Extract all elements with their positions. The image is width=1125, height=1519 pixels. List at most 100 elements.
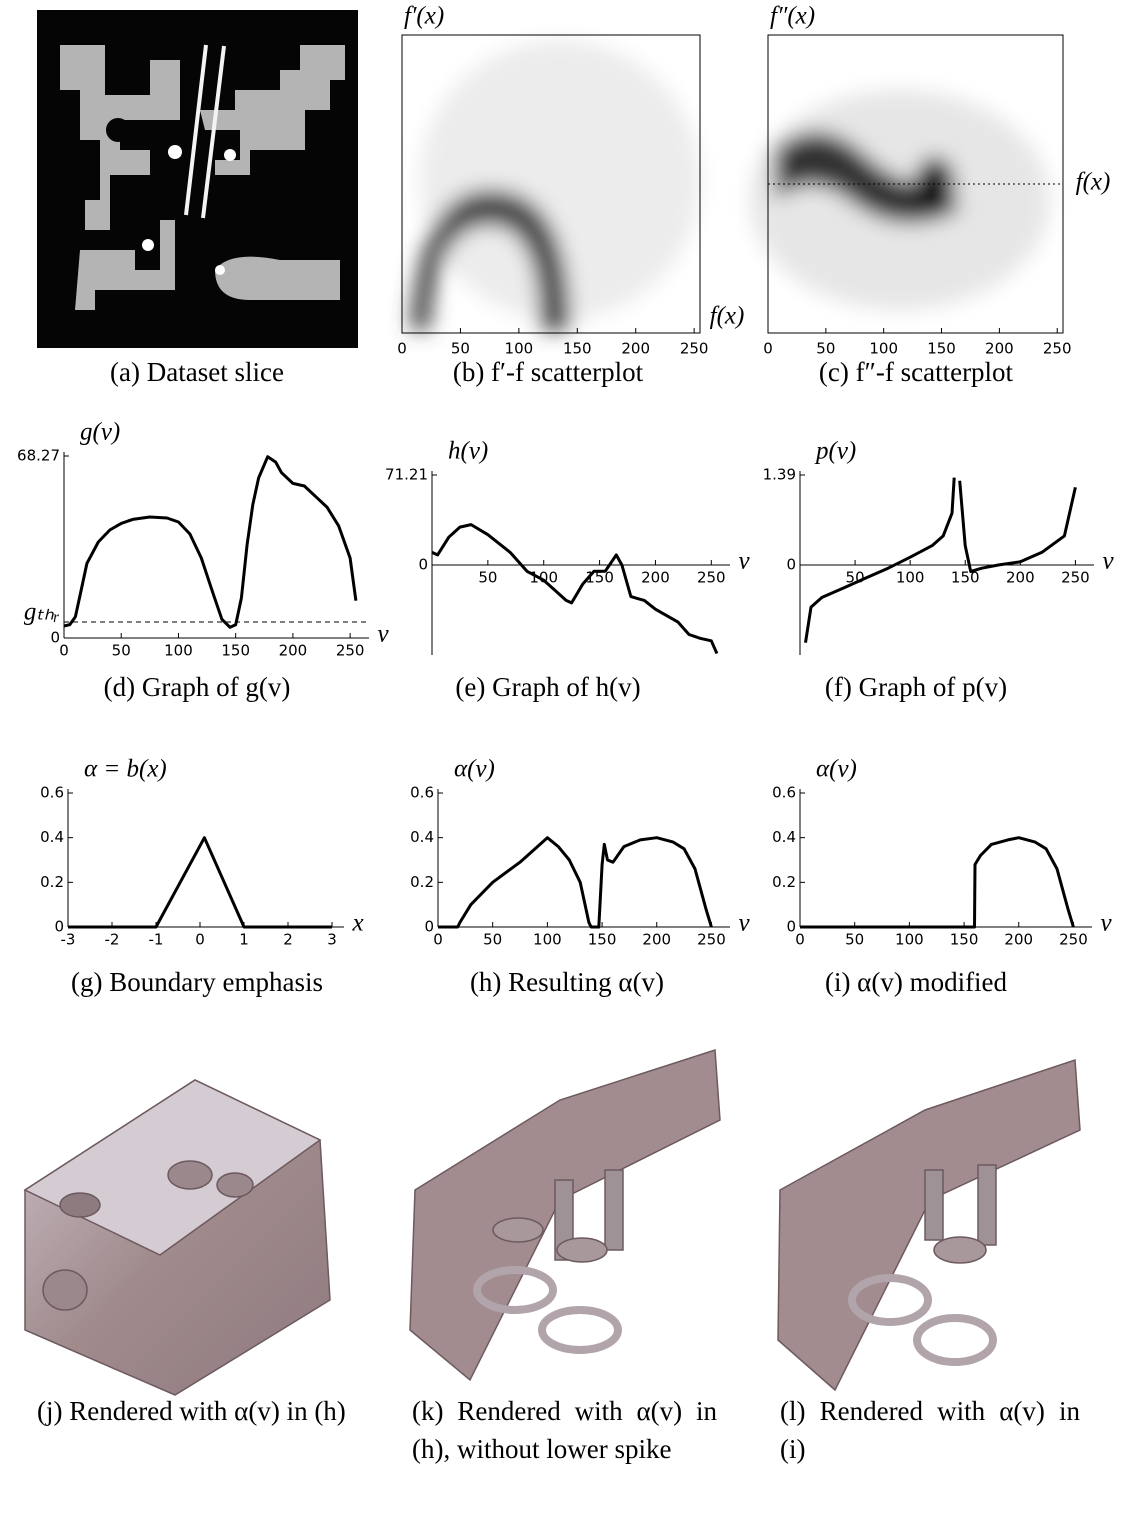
x-tick-label: 250 (697, 931, 726, 949)
x-tick-label: -1 (149, 931, 164, 949)
x-tick-label: 250 (1061, 569, 1090, 587)
caption: (i) α(v) modified (825, 967, 1008, 997)
y-axis-label: h(v) (448, 438, 488, 465)
curve (68, 836, 332, 929)
x-tick-label: 0 (763, 340, 773, 358)
x-tick-label: 50 (112, 642, 131, 660)
dataset-slice (37, 10, 358, 348)
y-axis-label: f″(x) (770, 3, 815, 30)
x-tick-label: 150 (950, 931, 979, 949)
caption: (b) f′-f scatterplot (453, 357, 644, 387)
x-tick-label: 150 (563, 340, 592, 358)
x-tick-label: 250 (1059, 931, 1088, 949)
x-tick-label: 250 (336, 642, 365, 660)
x-tick-label: 2 (283, 931, 293, 949)
x-tick-label: 150 (221, 642, 250, 660)
x-tick-label: 200 (621, 340, 650, 358)
curve (804, 477, 1077, 643)
y-axis-label: α(v) (454, 756, 495, 783)
y-axis-label: f′(x) (404, 3, 444, 30)
x-axis-label: v (738, 910, 750, 937)
y-tick-label: 71.21 (385, 466, 428, 484)
y-axis-label: α(v) (816, 756, 857, 783)
y-tick-label: 0 (786, 556, 796, 574)
x-tick-label: 250 (680, 340, 709, 358)
y-axis-label: α = b(x) (84, 756, 167, 783)
caption: (k) Rendered with α(v) in (h), without l… (412, 1396, 717, 1464)
x-tick-label: 100 (895, 931, 924, 949)
y-tick-label: 1.39 (763, 466, 796, 484)
curve (800, 836, 1075, 929)
curve (438, 836, 713, 929)
x-tick-label: 100 (505, 340, 534, 358)
x-tick-label: 0 (59, 642, 69, 660)
x-tick-label: 50 (478, 569, 497, 587)
density-cloud (410, 40, 1050, 330)
x-tick-label: 50 (483, 931, 502, 949)
y-tick-label: 0.4 (410, 828, 434, 846)
x-axis-label: f(x) (710, 303, 745, 330)
y-tick-label: 0.6 (772, 784, 796, 802)
caption: (d) Graph of g(v) (104, 672, 291, 702)
x-axis-label: v (1102, 548, 1114, 575)
x-axis-label: v (1100, 910, 1112, 937)
x-axis-label: x (351, 910, 363, 937)
x-tick-label: 3 (327, 931, 337, 949)
y-axis-label: g(v) (80, 419, 120, 446)
x-tick-label: 200 (1006, 569, 1035, 587)
render-l (777, 1058, 1081, 1392)
caption: (c) f″-f scatterplot (819, 357, 1014, 387)
x-tick-label: 0 (433, 931, 443, 949)
caption: (h) Resulting α(v) (470, 967, 664, 997)
y-tick-label: 0.6 (40, 784, 64, 802)
x-tick-label: 150 (927, 340, 956, 358)
x-tick-label: 100 (896, 569, 925, 587)
curve (63, 455, 358, 629)
y-tick-label: 68.27 (17, 447, 60, 465)
caption: (g) Boundary emphasis (71, 967, 323, 997)
x-tick-label: 150 (951, 569, 980, 587)
x-tick-label: 100 (529, 569, 558, 587)
x-tick-label: 100 (869, 340, 898, 358)
render-k (409, 1048, 721, 1382)
x-axis-label: f(x) (1076, 169, 1111, 196)
x-tick-label: 200 (642, 931, 671, 949)
y-axis-label: p(v) (814, 438, 856, 465)
y-tick-label: 0.2 (40, 873, 64, 891)
x-tick-label: -2 (105, 931, 120, 949)
x-tick-label: 0 (195, 931, 205, 949)
x-tick-label: 200 (985, 340, 1014, 358)
y-tick-label: 0.4 (772, 828, 796, 846)
x-tick-label: 100 (533, 931, 562, 949)
x-tick-label: 250 (697, 569, 726, 587)
caption: (e) Graph of h(v) (455, 672, 640, 702)
y-tick-label: 0 (418, 556, 428, 574)
curve (431, 523, 719, 655)
x-tick-label: 250 (1043, 340, 1072, 358)
y-tick-label: 0.2 (772, 873, 796, 891)
render-j (23, 1079, 331, 1396)
x-tick-label: 200 (641, 569, 670, 587)
y-tick-label: 0 (50, 629, 60, 647)
x-tick-label: 0 (397, 340, 407, 358)
x-tick-label: 50 (816, 340, 835, 358)
x-axis-label: v (377, 621, 389, 648)
x-tick-label: 50 (845, 931, 864, 949)
y-tick-label: 0.4 (40, 828, 64, 846)
threshold-label: gₜₕᵣ (24, 599, 60, 626)
x-tick-label: 50 (451, 340, 470, 358)
x-tick-label: 200 (279, 642, 308, 660)
y-tick-label: 0 (54, 918, 64, 936)
x-tick-label: 100 (164, 642, 193, 660)
caption: (l) Rendered with α(v) in (i) (780, 1396, 1080, 1464)
y-tick-label: 0 (786, 918, 796, 936)
x-tick-label: 1 (239, 931, 249, 949)
x-axis-label: v (738, 548, 750, 575)
y-tick-label: 0 (424, 918, 434, 936)
caption: (a) Dataset slice (110, 357, 284, 387)
y-tick-label: 0.2 (410, 873, 434, 891)
plot-frame (401, 34, 701, 334)
x-tick-label: 150 (588, 931, 617, 949)
